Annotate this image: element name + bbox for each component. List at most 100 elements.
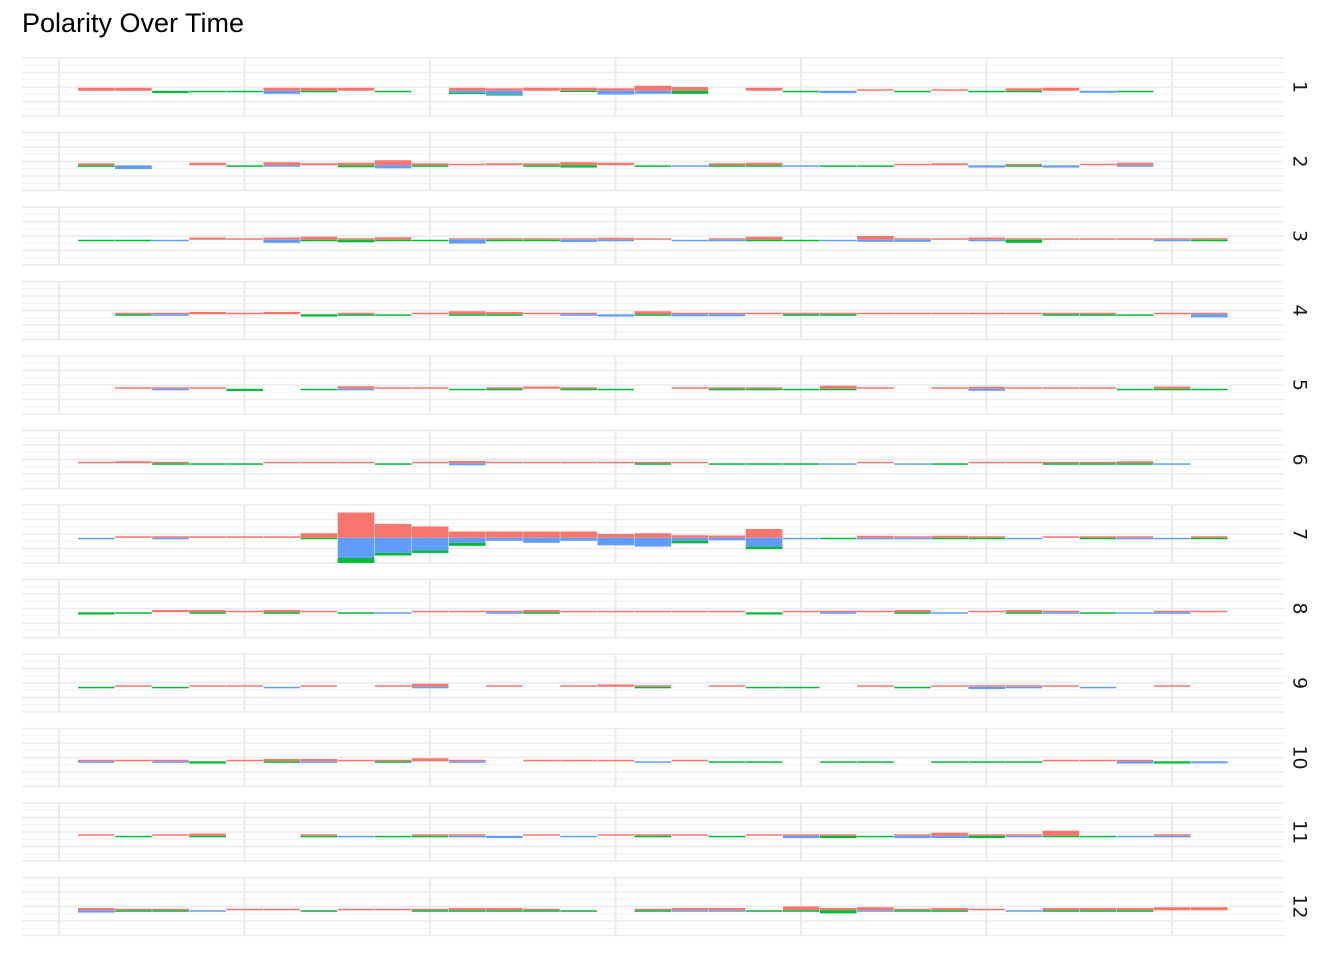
bar-neutral xyxy=(708,463,746,465)
bar-negative xyxy=(263,686,301,689)
bar-neutral xyxy=(1116,463,1154,465)
bar-positive xyxy=(894,312,931,315)
bar-positive xyxy=(968,461,1005,464)
bar-positive xyxy=(745,312,783,315)
bar-positive xyxy=(1116,759,1154,762)
bar-neutral xyxy=(300,314,338,317)
bar-positive xyxy=(152,834,189,836)
bar-positive xyxy=(486,387,523,389)
bar-neutral xyxy=(634,910,672,912)
bar-neutral xyxy=(968,90,1005,93)
bar-positive xyxy=(300,87,338,91)
bar-neutral xyxy=(560,165,597,168)
bar-negative xyxy=(671,239,709,242)
bar-positive xyxy=(560,387,597,389)
bar-negative xyxy=(820,90,857,94)
bar-positive xyxy=(745,162,783,166)
bar-positive xyxy=(820,834,857,836)
bar-positive xyxy=(1005,461,1043,464)
bar-neutral xyxy=(894,686,931,689)
bar-positive xyxy=(745,834,783,836)
bar-positive xyxy=(337,461,375,464)
bar-positive xyxy=(1042,87,1080,91)
bar-negative xyxy=(597,314,634,317)
bar-negative xyxy=(968,239,1005,242)
bar-positive xyxy=(820,610,857,613)
bar-neutral xyxy=(152,686,189,689)
bar-positive xyxy=(1079,759,1117,762)
bar-neutral xyxy=(634,686,672,689)
bar-positive xyxy=(1191,238,1228,240)
bar-positive xyxy=(486,908,523,911)
bar-positive xyxy=(152,312,189,315)
bar-neutral xyxy=(782,686,820,689)
bar-positive xyxy=(374,387,412,389)
bar-neutral xyxy=(300,537,338,540)
bar-positive xyxy=(337,908,375,911)
bar-neutral xyxy=(300,835,338,838)
bar-negative xyxy=(1191,314,1228,318)
bar-neutral xyxy=(374,463,412,465)
bar-negative xyxy=(671,537,709,541)
bar-neutral xyxy=(1042,835,1080,838)
bar-negative xyxy=(523,537,560,543)
bar-positive xyxy=(708,685,746,687)
bar-neutral xyxy=(374,761,412,763)
bar-neutral xyxy=(374,552,412,556)
bar-positive xyxy=(411,683,449,687)
facet-label: 1 xyxy=(1289,81,1311,93)
bar-positive xyxy=(300,759,338,762)
bar-neutral xyxy=(931,463,968,465)
bar-negative xyxy=(634,761,672,763)
facet-label: 11 xyxy=(1289,820,1311,844)
bar-neutral xyxy=(337,165,375,168)
bar-positive xyxy=(1005,312,1043,315)
bar-positive xyxy=(634,685,672,687)
bar-neutral xyxy=(968,835,1005,839)
bar-positive xyxy=(78,87,115,91)
bar-positive xyxy=(708,238,746,240)
bar-positive xyxy=(115,908,152,911)
bar-positive xyxy=(1153,907,1191,911)
bar-positive xyxy=(745,387,783,389)
bar-negative xyxy=(1042,612,1080,614)
bar-positive xyxy=(1042,610,1080,613)
bar-neutral xyxy=(523,239,560,242)
facet-label: 5 xyxy=(1289,379,1311,391)
bar-neutral xyxy=(189,835,226,838)
bar-positive xyxy=(1042,461,1080,464)
bar-neutral xyxy=(300,90,338,93)
bar-positive xyxy=(671,535,709,538)
bar-positive xyxy=(1079,163,1117,166)
bar-positive xyxy=(1191,536,1228,538)
bar-positive xyxy=(560,531,597,538)
bar-positive xyxy=(931,163,968,166)
bar-negative xyxy=(1191,761,1228,764)
bar-neutral xyxy=(1005,165,1043,167)
bar-positive xyxy=(486,163,523,166)
bar-positive xyxy=(931,387,968,389)
bar-neutral xyxy=(857,761,894,763)
bar-neutral xyxy=(782,910,820,912)
facet-label: 8 xyxy=(1289,602,1311,614)
bar-positive xyxy=(1079,387,1117,389)
facet-label: 2 xyxy=(1289,155,1311,167)
bar-positive xyxy=(226,759,263,762)
bar-negative xyxy=(152,761,189,763)
bar-neutral xyxy=(745,388,783,391)
bar-neutral xyxy=(894,612,931,614)
bar-positive xyxy=(597,759,634,762)
bar-positive xyxy=(634,311,672,315)
facet-label: 9 xyxy=(1289,677,1311,689)
bar-negative xyxy=(337,835,375,838)
bar-negative xyxy=(449,537,486,543)
bar-neutral xyxy=(374,835,412,838)
bar-neutral xyxy=(782,388,820,391)
bar-positive xyxy=(1116,162,1154,166)
bar-negative xyxy=(1079,686,1117,689)
bar-positive xyxy=(189,610,226,613)
bar-positive xyxy=(1005,163,1043,166)
bar-negative xyxy=(597,537,634,546)
bar-negative xyxy=(708,537,746,541)
bar-neutral xyxy=(1079,314,1117,316)
